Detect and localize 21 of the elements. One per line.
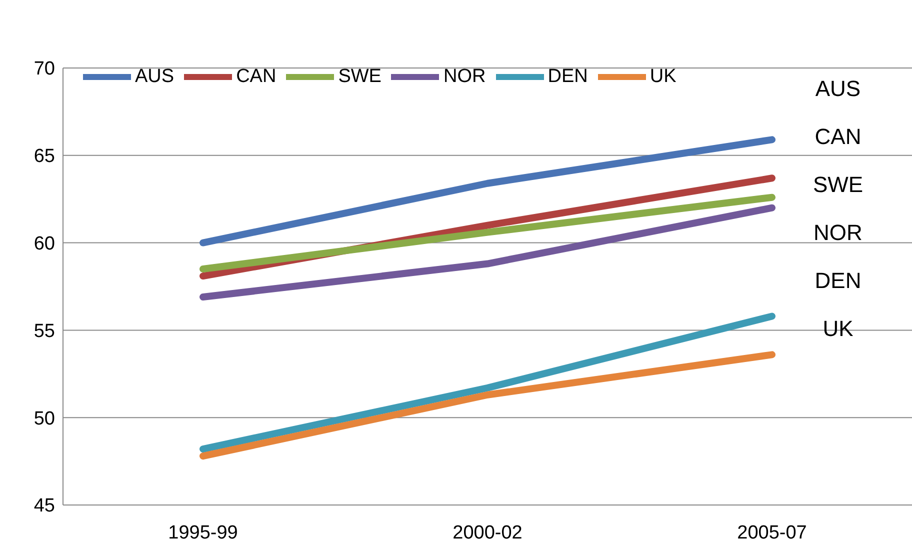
y-tick-label: 50 xyxy=(34,408,55,430)
y-tick-label: 65 xyxy=(34,146,55,168)
legend-label: UK xyxy=(650,66,676,88)
y-tick-label: 70 xyxy=(34,58,55,80)
x-tick-label: 2005-07 xyxy=(737,522,807,544)
legend-label: DEN xyxy=(548,66,588,88)
annotation: AUS xyxy=(814,76,862,102)
annotation: NOR xyxy=(812,220,864,246)
legend-label: AUS xyxy=(135,66,174,88)
y-tick-label: 45 xyxy=(34,496,55,517)
legend-label: CAN xyxy=(236,66,276,88)
y-tick-label: 55 xyxy=(34,320,55,342)
annotation: CAN xyxy=(814,124,862,150)
legend-label: NOR xyxy=(443,66,486,88)
annotation: DEN xyxy=(814,268,862,294)
annotation: UK xyxy=(822,316,854,342)
y-tick-label: 60 xyxy=(34,234,55,255)
annotation: SWE xyxy=(812,172,864,198)
x-tick-label: 1995-99 xyxy=(168,522,238,544)
legend-label: SWE xyxy=(338,66,382,88)
x-tick-label: 2000-02 xyxy=(452,522,522,544)
